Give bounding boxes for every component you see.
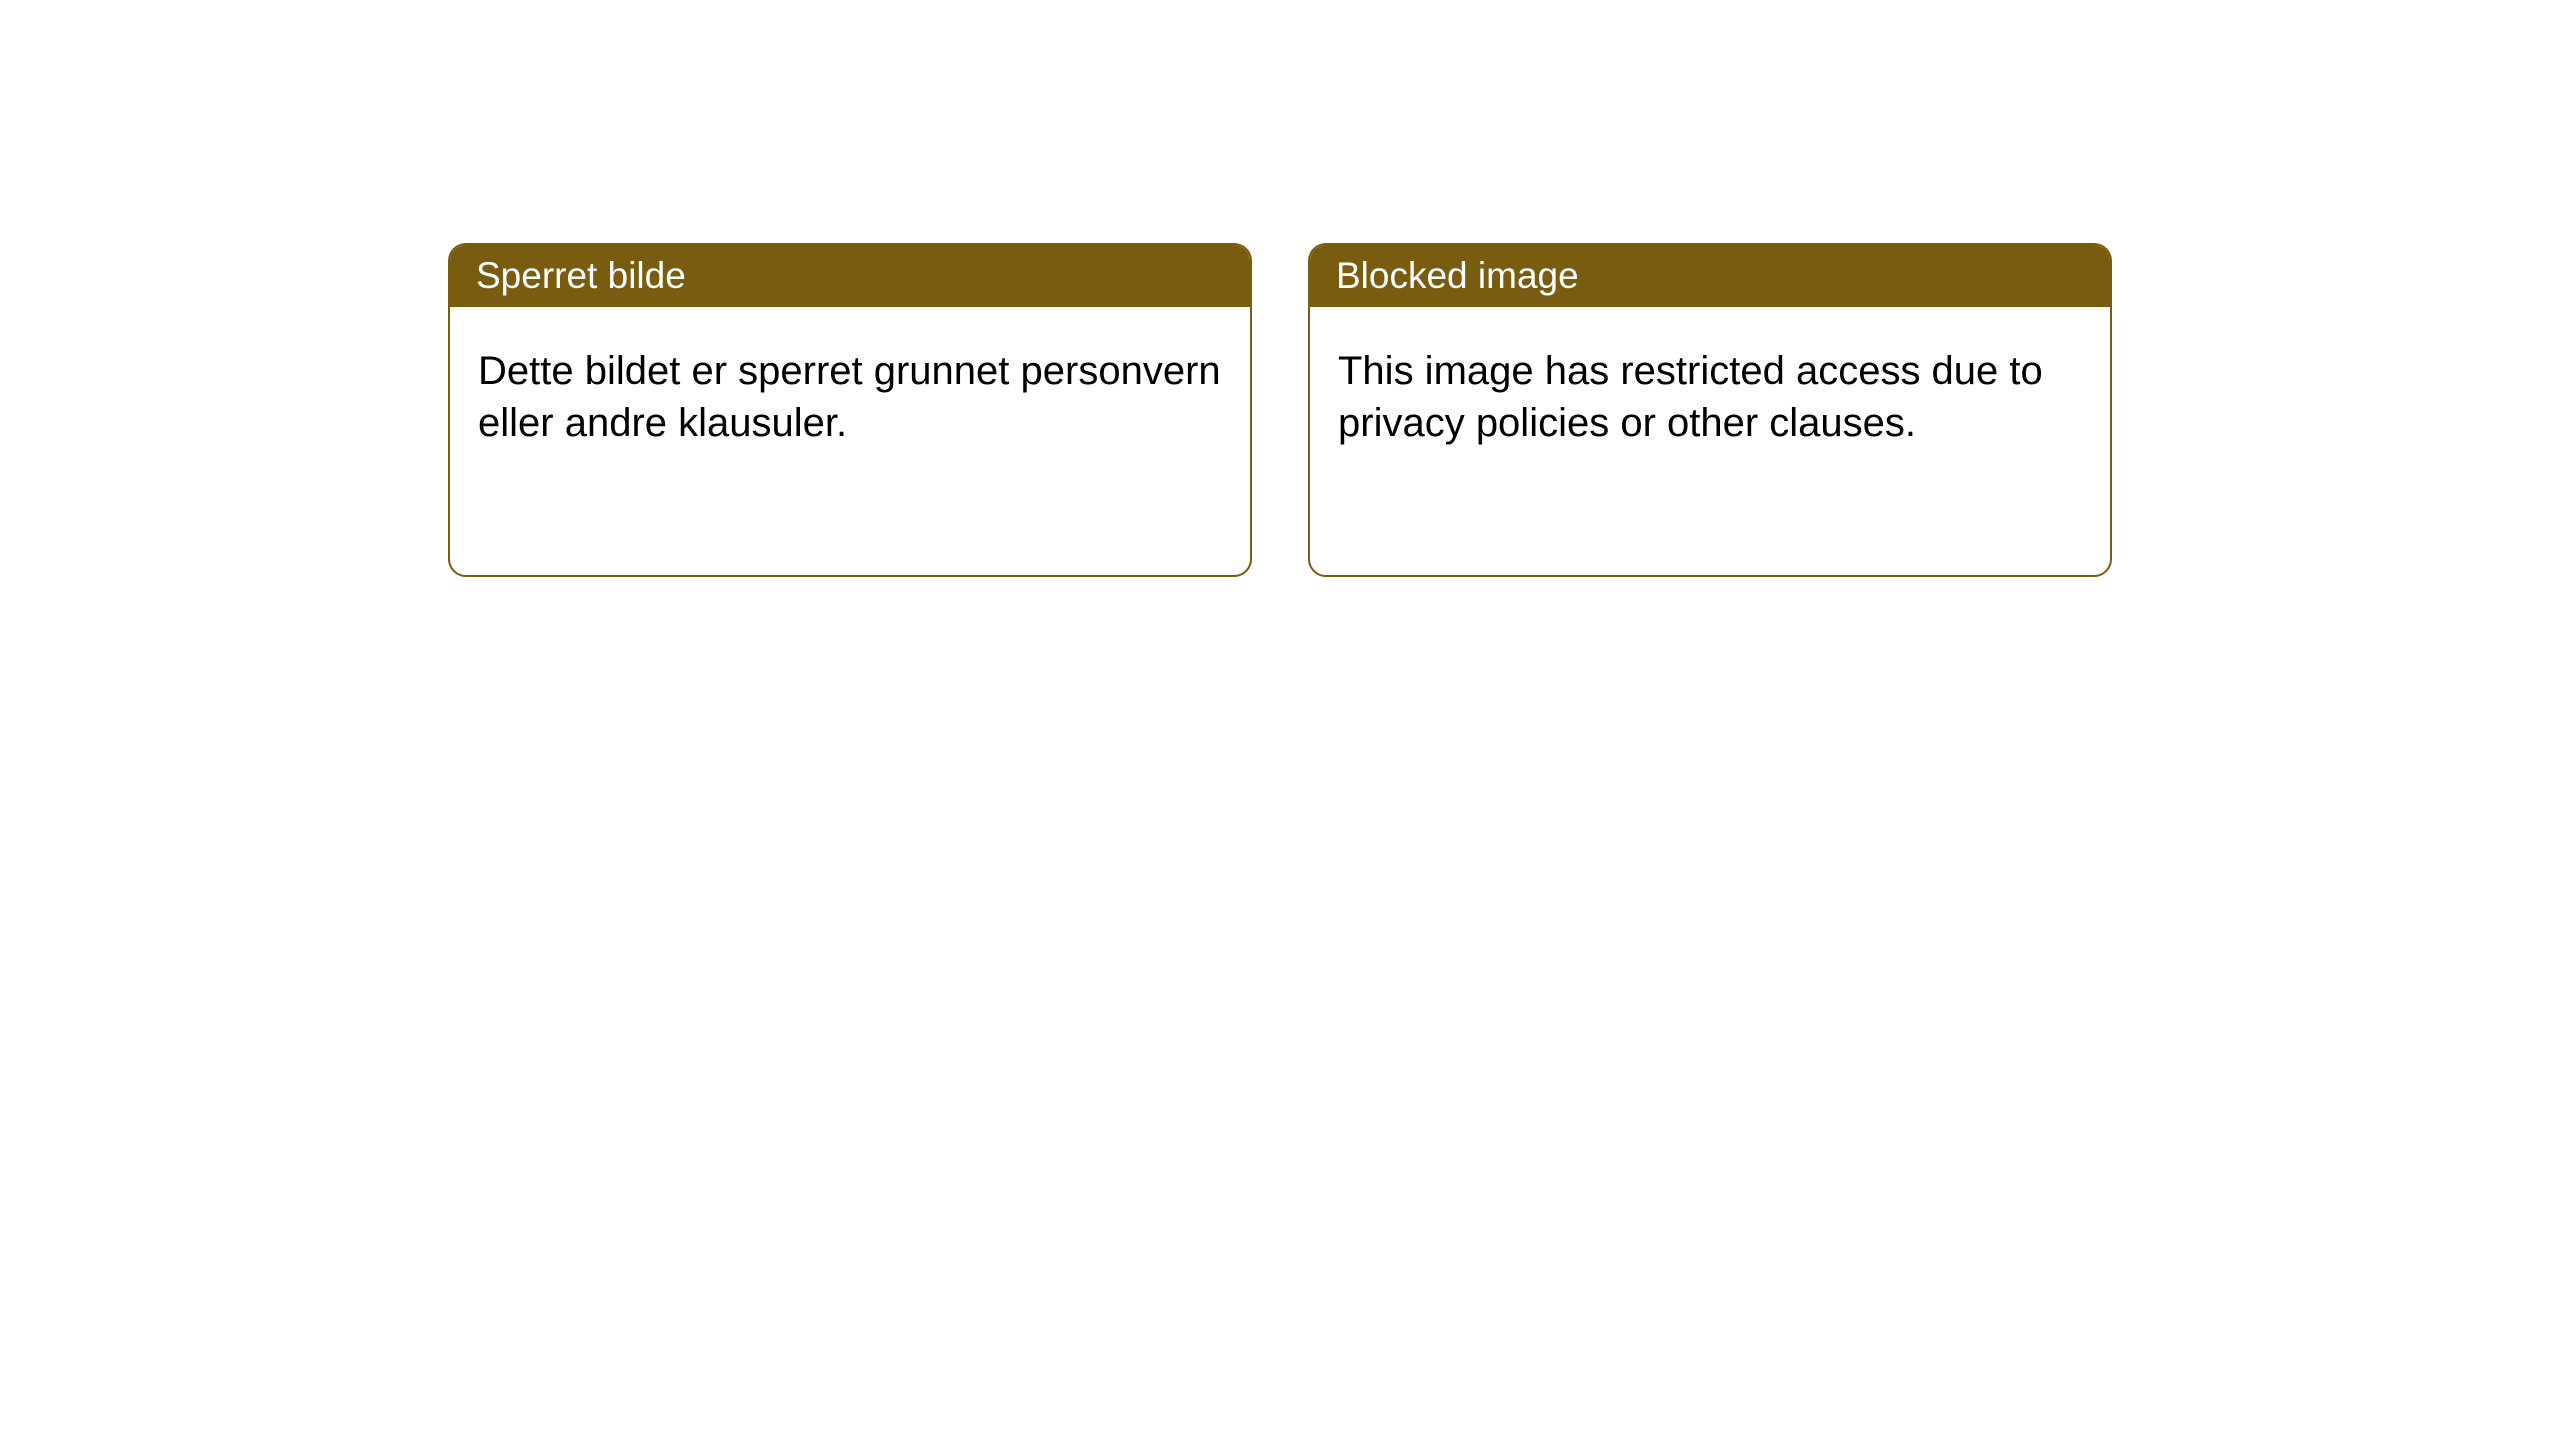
card-title: Sperret bilde (476, 255, 686, 296)
blocked-image-card-no: Sperret bilde Dette bildet er sperret gr… (448, 243, 1252, 577)
card-title: Blocked image (1336, 255, 1579, 296)
card-header: Sperret bilde (450, 245, 1250, 307)
notice-container: Sperret bilde Dette bildet er sperret gr… (0, 0, 2560, 577)
card-body-text: Dette bildet er sperret grunnet personve… (478, 349, 1221, 445)
card-header: Blocked image (1310, 245, 2110, 307)
blocked-image-card-en: Blocked image This image has restricted … (1308, 243, 2112, 577)
card-body-text: This image has restricted access due to … (1338, 349, 2043, 445)
card-body: This image has restricted access due to … (1310, 307, 2110, 487)
card-body: Dette bildet er sperret grunnet personve… (450, 307, 1250, 487)
